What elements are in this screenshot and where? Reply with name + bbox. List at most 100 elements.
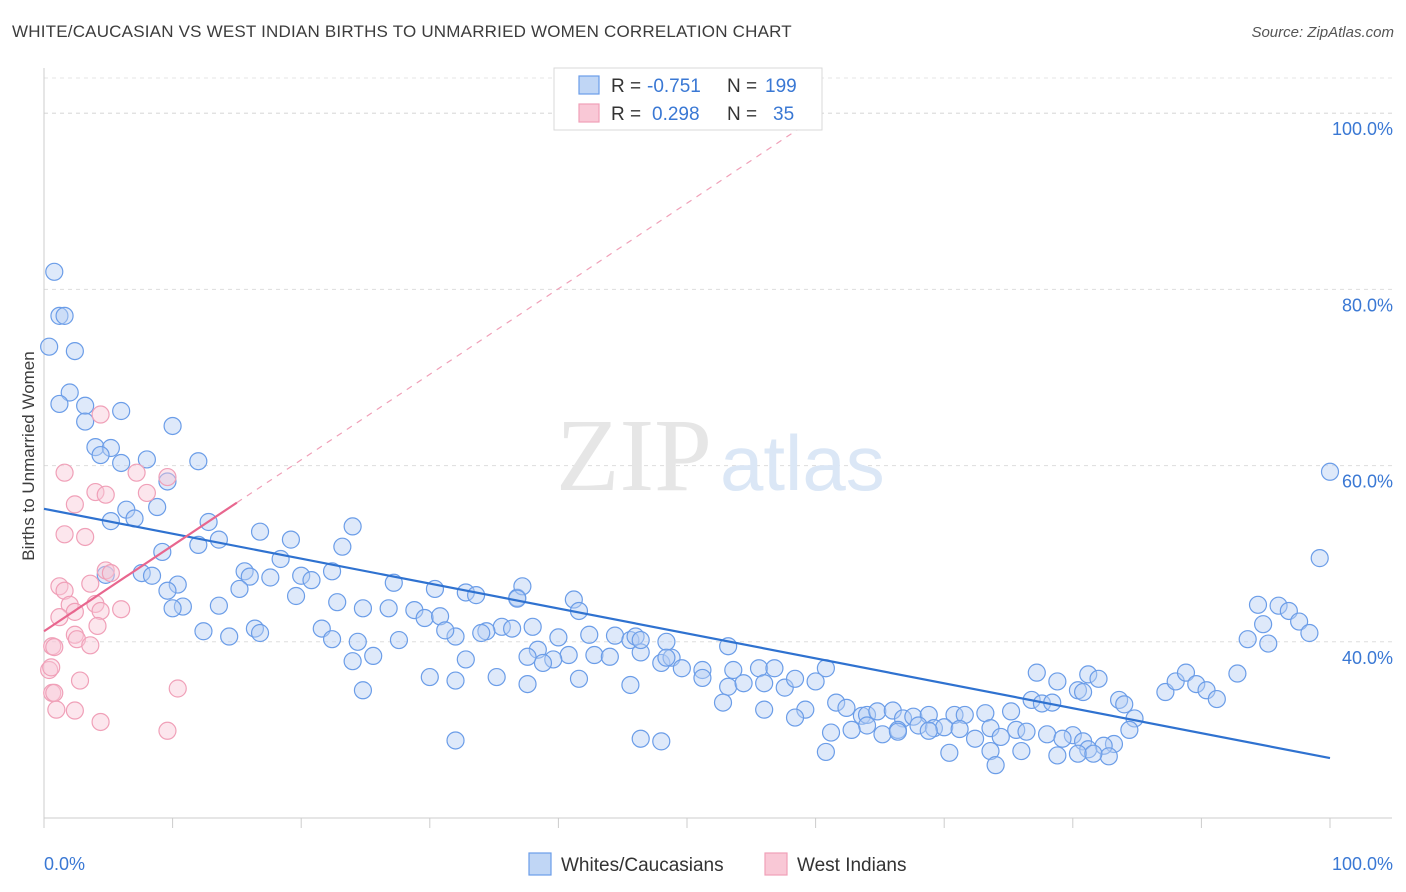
point-points-blue-42: [230, 579, 249, 599]
point-points-blue-110: [693, 668, 712, 688]
x-tick-label-0: 0.0%: [44, 854, 85, 874]
series-whites-points: [40, 262, 1340, 775]
point-points-blue-144: [950, 719, 969, 739]
point-points-blue-95: [724, 660, 743, 680]
watermark: ZIP atlas: [556, 398, 885, 513]
trend-line-west-indians: [43, 501, 238, 633]
point-points-pink-28: [42, 658, 61, 677]
point-points-blue-57: [415, 608, 434, 628]
y-tick-labels: 40.0% 60.0% 80.0% 100.0%: [1332, 119, 1393, 668]
point-points-blue-200: [1320, 462, 1340, 481]
legend-n-label-1: N =: [727, 76, 757, 97]
legend-bottom: Whites/Caucasians West Indians: [528, 852, 906, 876]
point-points-blue-89: [600, 647, 619, 666]
point-points-blue-16: [189, 452, 208, 471]
point-points-blue-61: [503, 619, 522, 638]
point-points-blue-82: [544, 650, 563, 669]
trend-line-west-indians-extended: [236, 117, 816, 504]
y-tick-label-0: 40.0%: [1342, 648, 1393, 668]
point-points-pink-15: [96, 561, 115, 580]
point-points-pink-19: [91, 601, 110, 621]
point-points-blue-131: [955, 705, 974, 725]
point-points-blue-31: [322, 562, 342, 581]
trend-line-whites: [43, 507, 1331, 760]
legend-n-label-2: N =: [727, 104, 757, 125]
point-points-pink-33: [65, 701, 84, 720]
point-points-blue-130: [945, 705, 964, 725]
point-points-blue-72: [348, 632, 367, 651]
point-points-blue-73: [389, 630, 409, 650]
point-points-blue-36: [261, 568, 280, 587]
point-points-blue-119: [713, 693, 733, 712]
point-points-blue-25: [250, 522, 270, 541]
point-points-blue-76: [580, 625, 599, 644]
y-tick-label-2: 80.0%: [1342, 295, 1393, 315]
point-points-blue-194: [1259, 634, 1278, 653]
point-points-blue-169: [631, 729, 650, 748]
point-points-blue-52: [163, 599, 182, 618]
point-points-blue-50: [328, 593, 347, 612]
point-points-blue-4: [65, 341, 84, 361]
point-points-blue-9: [76, 412, 95, 431]
point-points-pink-27: [40, 660, 59, 680]
point-points-blue-122: [837, 698, 856, 717]
point-points-blue-161: [919, 721, 938, 740]
point-points-blue-101: [626, 627, 645, 646]
point-points-blue-41: [158, 581, 177, 600]
legend-top: R = -0.751 N = 199 R = 0.298 N = 35: [553, 67, 823, 131]
point-points-pink-32: [47, 700, 66, 719]
point-points-blue-6: [50, 394, 69, 414]
point-points-blue-151: [991, 727, 1010, 747]
point-points-blue-105: [420, 667, 439, 687]
point-points-blue-195: [1269, 596, 1288, 615]
point-points-blue-26: [343, 517, 362, 536]
point-points-blue-74: [446, 627, 465, 646]
point-points-blue-172: [353, 681, 373, 700]
source-text: Source: ZipAtlas.com: [1251, 24, 1394, 41]
point-points-blue-88: [585, 645, 604, 665]
point-points-blue-27: [281, 530, 301, 549]
point-points-blue-147: [1017, 722, 1036, 741]
point-points-pink-2: [65, 495, 84, 514]
point-points-blue-164: [1012, 741, 1031, 761]
point-points-blue-66: [194, 622, 213, 641]
point-points-blue-148: [1037, 725, 1057, 744]
point-points-blue-152: [1053, 729, 1072, 748]
point-points-blue-28: [333, 537, 352, 556]
point-points-blue-166: [1084, 744, 1103, 763]
point-points-blue-139: [873, 725, 892, 744]
point-points-blue-24: [189, 535, 208, 555]
point-points-blue-133: [1001, 702, 1021, 721]
point-points-blue-109: [621, 675, 640, 695]
chart-title: WHITE/CAUCASIAN VS WEST INDIAN BIRTHS TO…: [12, 22, 792, 41]
point-points-blue-150: [965, 729, 985, 748]
legend-bottom-label-whites: Whites/Caucasians: [561, 855, 724, 876]
point-points-blue-77: [605, 626, 625, 645]
y-tick-label-3: 100.0%: [1332, 119, 1393, 139]
point-points-blue-138: [842, 720, 861, 740]
point-points-blue-198: [1300, 623, 1319, 643]
point-points-blue-189: [1207, 689, 1226, 709]
point-points-blue-93: [672, 659, 691, 678]
point-points-blue-37: [292, 566, 311, 585]
point-points-blue-13: [91, 445, 110, 465]
point-points-blue-35: [240, 567, 259, 586]
point-points-blue-199: [1310, 549, 1329, 568]
point-points-blue-100: [657, 632, 676, 651]
point-points-blue-176: [1079, 665, 1098, 684]
point-points-pink-18: [81, 574, 100, 593]
point-points-blue-120: [755, 700, 774, 719]
point-points-pink-4: [96, 485, 115, 504]
point-points-pink-22: [67, 630, 87, 649]
point-points-blue-10: [163, 416, 182, 436]
point-points-pink-23: [88, 616, 107, 636]
grid-lines: [44, 77, 1392, 643]
point-points-pink-26: [45, 637, 64, 657]
point-points-blue-84: [364, 646, 383, 666]
point-points-blue-5: [60, 383, 79, 402]
point-points-blue-115: [785, 669, 805, 688]
y-axis-label: Births to Unmarried Women: [19, 351, 38, 560]
point-points-blue-15: [112, 453, 131, 473]
point-points-pink-29: [70, 671, 90, 690]
point-points-pink-17: [112, 600, 131, 619]
